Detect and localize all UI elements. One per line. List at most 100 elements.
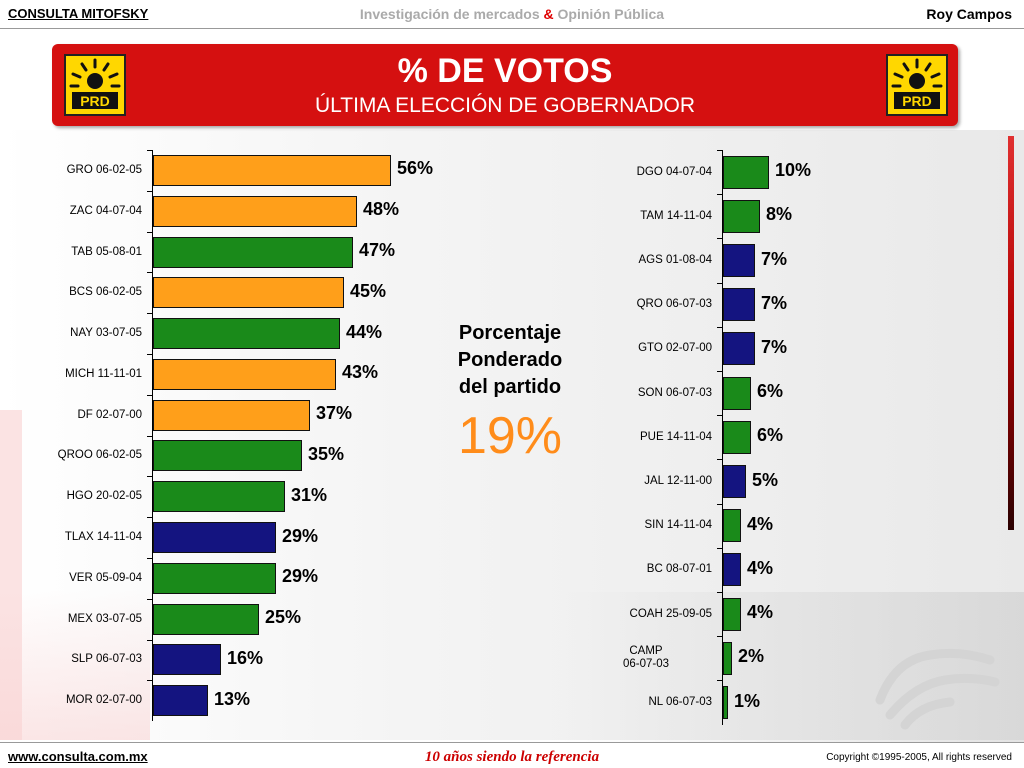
- banner-subtitle: ÚLTIMA ELECCIÓN DE GOBERNADOR: [314, 94, 695, 117]
- bar: [723, 156, 769, 189]
- footer-url-link[interactable]: www.consulta.com.mx: [8, 749, 148, 764]
- background-band: [560, 592, 1024, 742]
- category-label: SON 06-07-03: [637, 387, 712, 399]
- axis-tick: [147, 476, 152, 477]
- axis-tick: [147, 558, 152, 559]
- weighted-percentage-label: Porcentaje Ponderado del partido: [457, 322, 563, 398]
- value-label: 10%: [775, 160, 812, 180]
- prd-logo-right: PRD: [886, 54, 948, 116]
- bar: [723, 553, 741, 586]
- footer-slogan: 10 años siendo la referencia: [424, 749, 600, 765]
- value-label: 6%: [757, 425, 784, 445]
- bar: [153, 196, 357, 227]
- tagline-amp: &: [543, 6, 554, 22]
- bar: [153, 318, 340, 349]
- tagline-left: Investigación de mercados: [359, 6, 540, 22]
- watermark-logo-icon: [875, 648, 1000, 730]
- category-label: MEX 03-07-05: [67, 613, 142, 625]
- bar: [153, 155, 391, 186]
- category-label: GTO 02-07-00: [638, 342, 712, 354]
- axis-tick: [717, 680, 722, 681]
- category-label: BCS 06-02-05: [69, 286, 142, 298]
- category-label: NAY 03-07-05: [70, 327, 142, 339]
- value-label: 45%: [350, 281, 387, 301]
- decorative-side-bar: [1008, 136, 1014, 530]
- value-label: 7%: [761, 293, 788, 313]
- bar: [153, 440, 302, 471]
- value-label: 4%: [747, 558, 774, 578]
- bar: [723, 686, 728, 719]
- prd-logo-left: PRD: [64, 54, 126, 116]
- category-label: COAH 25-09-05: [629, 608, 712, 620]
- banner-title: % DE VOTOS: [397, 52, 613, 90]
- category-label: QRO 06-07-03: [636, 298, 712, 310]
- value-label: 8%: [766, 204, 793, 224]
- axis-tick: [717, 548, 722, 549]
- category-label: TLAX 14-11-04: [64, 531, 142, 543]
- value-label: 4%: [747, 602, 774, 622]
- axis-tick: [147, 232, 152, 233]
- value-label: 1%: [734, 691, 761, 711]
- value-label: 31%: [291, 485, 328, 505]
- title-banner: PRD % DE VOTOS ÚLTIMA ELECCIÓN DE GOBERN…: [52, 44, 958, 126]
- value-label: 5%: [752, 470, 779, 490]
- category-label: PUE 14-11-04: [639, 431, 712, 443]
- value-label: 48%: [363, 199, 400, 219]
- background-accent-block: [0, 590, 150, 740]
- bar: [153, 644, 221, 675]
- value-label: 29%: [282, 566, 319, 586]
- axis-tick: [147, 313, 152, 314]
- sun-logo-icon: PRD: [69, 58, 121, 109]
- bar: [153, 604, 259, 635]
- value-label: 37%: [316, 403, 353, 423]
- bar: [153, 237, 353, 268]
- sun-logo-icon: PRD: [891, 58, 943, 109]
- bar: [153, 522, 276, 553]
- axis-tick: [717, 459, 722, 460]
- value-label: 56%: [397, 158, 434, 178]
- category-label: DGO 04-07-04: [636, 166, 712, 178]
- category-label: GRO 06-02-05: [66, 164, 142, 176]
- bar: [723, 421, 751, 454]
- category-label: HGO 20-02-05: [66, 490, 142, 502]
- category-label: TAM 14-11-04: [640, 210, 712, 222]
- bar: [153, 277, 344, 308]
- axis-tick: [147, 354, 152, 355]
- value-label: 7%: [761, 337, 788, 357]
- top-bar: CONSULTA MITOFSKY Investigación de merca…: [0, 0, 1024, 29]
- axis-tick: [147, 436, 152, 437]
- category-label: MOR 02-07-00: [65, 694, 142, 706]
- category-label: AGS 01-08-04: [638, 254, 712, 266]
- value-label: 4%: [747, 514, 774, 534]
- category-label: MICH 11-11-01: [65, 368, 142, 380]
- bar: [153, 563, 276, 594]
- bar: [723, 509, 741, 542]
- value-label: 35%: [308, 444, 345, 464]
- category-label: BC 08-07-01: [646, 563, 712, 575]
- category-label: JAL 12-11-00: [644, 475, 712, 487]
- category-label: VER 05-09-04: [69, 572, 142, 584]
- category-label: DF 02-07-00: [77, 409, 142, 421]
- bar: [723, 288, 755, 321]
- chart-axis: [722, 150, 723, 725]
- value-label: 25%: [265, 607, 302, 627]
- chart-axis: [152, 150, 153, 722]
- bar: [153, 685, 208, 716]
- weighted-percentage-value: 19%: [457, 407, 563, 465]
- axis-tick: [717, 194, 722, 195]
- value-label: 16%: [227, 648, 264, 668]
- value-label: 2%: [738, 646, 765, 666]
- category-label: NL 06-07-03: [648, 696, 712, 708]
- axis-tick: [147, 517, 152, 518]
- axis-tick: [717, 371, 722, 372]
- svg-text:PRD: PRD: [902, 93, 932, 109]
- value-label: 7%: [761, 249, 788, 269]
- bar: [723, 642, 732, 675]
- bar: [153, 359, 336, 390]
- bar: [723, 377, 751, 410]
- axis-tick: [147, 640, 152, 641]
- value-label: 6%: [757, 381, 784, 401]
- axis-tick: [717, 592, 722, 593]
- author-name: Roy Campos: [926, 6, 1012, 22]
- category-label: ZAC 04-07-04: [69, 205, 142, 217]
